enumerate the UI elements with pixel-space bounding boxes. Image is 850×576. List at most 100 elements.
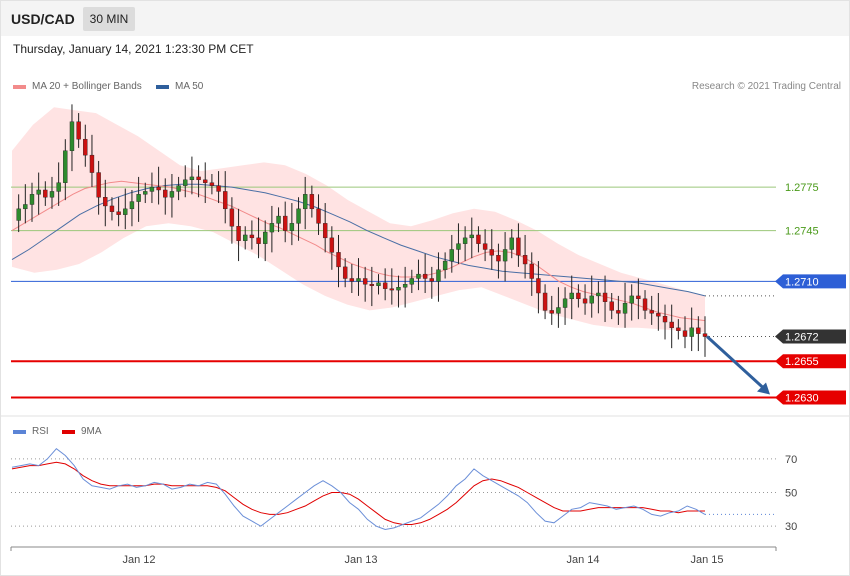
candle-body: [149, 186, 155, 192]
candle-body: [669, 321, 674, 329]
candle-body: [196, 176, 201, 181]
candle-body: [69, 121, 75, 151]
candle-body: [322, 223, 328, 239]
candle-body: [689, 327, 694, 337]
candle-body: [582, 298, 588, 304]
candle-body: [462, 237, 468, 244]
candle-body: [56, 182, 61, 192]
candle-body: [509, 237, 514, 250]
legend-rsi-label: RSI: [32, 426, 49, 437]
rsi-tick-70: 70: [785, 454, 797, 466]
candle-body: [183, 179, 188, 186]
price-tag-text-1.2672: 1.2672: [785, 332, 819, 344]
candle-body: [542, 292, 548, 311]
candle-body: [49, 191, 55, 198]
legend-ma20-label: MA 20 + Bollinger Bands: [32, 81, 142, 92]
candle-body: [63, 150, 68, 183]
currency-pair: USD/CAD: [11, 11, 75, 27]
time-tick-jan-12: Jan 12: [122, 554, 155, 566]
projection-arrow: [705, 335, 766, 390]
candle-body: [43, 189, 48, 198]
header-bar: USD/CAD 30 MIN: [1, 1, 849, 36]
candle-body: [356, 278, 361, 282]
candle-body: [389, 288, 395, 291]
legend-rsi-ma: 9MA: [62, 426, 102, 437]
timeframe-button[interactable]: 30 MIN: [83, 7, 135, 31]
price-tag-text-1.2710: 1.2710: [785, 276, 819, 288]
candle-body: [156, 186, 161, 191]
rsi-tick-50: 50: [785, 488, 797, 500]
candle-body: [103, 197, 108, 207]
candle-body: [249, 234, 255, 239]
timestamp: Thursday, January 14, 2021 1:23:30 PM CE…: [13, 42, 254, 56]
candle-body: [576, 292, 581, 300]
candle-body: [522, 255, 528, 265]
candle-body: [569, 292, 574, 300]
candle-body: [236, 226, 241, 241]
candle-body: [649, 310, 654, 314]
candle-body: [216, 185, 221, 192]
ma20-swatch: [13, 84, 26, 89]
candle-body: [123, 208, 128, 215]
candle-body: [342, 266, 348, 279]
candle-body: [682, 330, 688, 337]
candle-body: [422, 273, 428, 279]
candle-body: [316, 208, 321, 224]
candle-body: [482, 243, 488, 250]
candle-body: [549, 310, 554, 314]
candle-body: [602, 292, 608, 302]
candle-body: [209, 182, 215, 186]
candle-body: [662, 316, 668, 323]
rsi-line: [11, 448, 706, 531]
candle-body: [382, 282, 388, 289]
candle-body: [589, 295, 594, 304]
rsi-ma-line: [11, 461, 705, 525]
legend-ma50: MA 50: [156, 81, 203, 92]
candle-body: [96, 172, 101, 198]
candle-body: [409, 278, 415, 285]
level-label-1.2745: 1.2745: [785, 226, 819, 238]
candle-body: [136, 194, 141, 202]
candle-body: [696, 327, 701, 334]
candle-body: [243, 234, 248, 241]
candle-body: [496, 255, 501, 262]
price-tag-1.2710: [775, 274, 846, 289]
research-credit: Research © 2021 Trading Central: [691, 81, 841, 92]
candle-body: [369, 284, 375, 286]
candle-body: [396, 287, 401, 291]
candle-body: [536, 278, 541, 294]
candle-body: [336, 252, 341, 268]
candle-body: [143, 191, 148, 195]
ma50-swatch: [156, 84, 169, 89]
price-tag-1.2630: [775, 390, 846, 405]
candle-body: [529, 263, 534, 279]
candle-body: [116, 211, 121, 215]
candle-body: [203, 179, 208, 183]
candle-body: [636, 295, 641, 300]
candle-body: [676, 327, 681, 331]
candle-body: [402, 284, 408, 288]
candle-body: [256, 237, 261, 244]
candle-body: [476, 234, 481, 244]
candle-body: [329, 237, 335, 253]
candle-body: [302, 194, 308, 210]
bollinger-band: [12, 107, 705, 333]
candle-body: [223, 191, 228, 210]
candle-body: [36, 189, 41, 195]
candle-body: [556, 307, 561, 314]
candle-body: [516, 237, 521, 256]
candles: [16, 104, 708, 357]
candle-body: [269, 223, 275, 233]
candle-body: [442, 260, 448, 270]
candle-body: [263, 231, 268, 244]
rsi-swatch: [13, 429, 26, 434]
candle-body: [616, 310, 621, 314]
candle-body: [276, 215, 281, 224]
candle-body: [129, 201, 135, 210]
candle-body: [169, 191, 175, 198]
candle-body: [562, 298, 568, 308]
candle-body: [362, 278, 368, 285]
rsi-ma-swatch: [62, 429, 75, 434]
candle-body: [163, 189, 168, 198]
candle-body: [89, 154, 95, 173]
